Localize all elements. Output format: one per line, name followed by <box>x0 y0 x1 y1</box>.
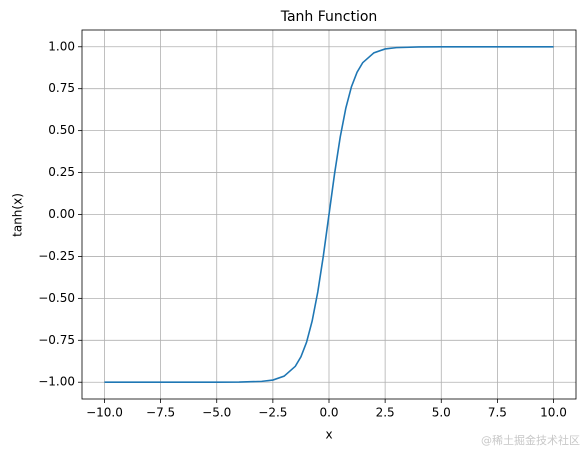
x-axis-label: x <box>325 428 332 442</box>
y-tick-label: 1.00 <box>48 39 75 53</box>
y-tick-label: 0.75 <box>48 81 75 95</box>
x-tick-label: 0.0 <box>319 406 338 420</box>
x-tick-label: −10.0 <box>86 406 123 420</box>
x-tick-label: 10.0 <box>540 406 567 420</box>
watermark: @稀土掘金技术社区 <box>481 433 580 447</box>
y-tick-label: −0.50 <box>38 291 75 305</box>
x-tick-label: 2.5 <box>376 406 395 420</box>
x-tick-label: 5.0 <box>432 406 451 420</box>
y-tick-label: 0.00 <box>48 207 75 221</box>
y-tick-label: −1.00 <box>38 375 75 389</box>
x-tick-label: −7.5 <box>146 406 175 420</box>
y-tick-label: 0.25 <box>48 165 75 179</box>
y-tick-label: 0.50 <box>48 123 75 137</box>
y-tick-label: −0.75 <box>38 333 75 347</box>
chart-title: Tanh Function <box>280 9 378 25</box>
x-tick-label: −5.0 <box>202 406 231 420</box>
y-tick-label: −0.25 <box>38 249 75 263</box>
x-tick-label: −2.5 <box>258 406 287 420</box>
x-tick-label: 7.5 <box>488 406 507 420</box>
line-series <box>104 45 554 384</box>
plot-frame <box>81 29 577 400</box>
y-axis-label: tanh(x) <box>11 193 25 237</box>
